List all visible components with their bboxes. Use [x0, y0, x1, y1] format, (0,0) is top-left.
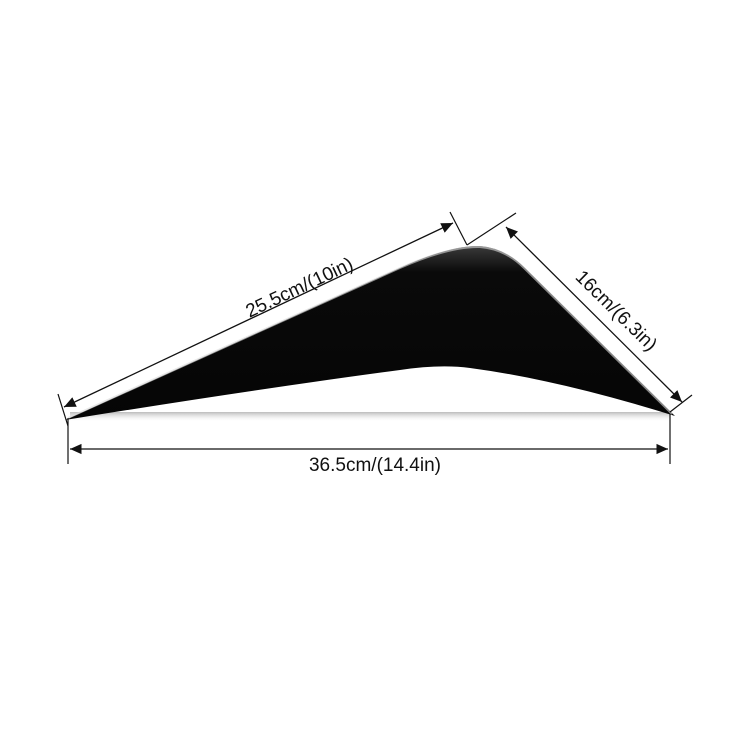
bottom-length-dimension: 36.5cm/(14.4in)	[67, 414, 671, 476]
bottom-length-label: 36.5cm/(14.4in)	[309, 455, 441, 476]
floor-shadow	[70, 412, 670, 422]
